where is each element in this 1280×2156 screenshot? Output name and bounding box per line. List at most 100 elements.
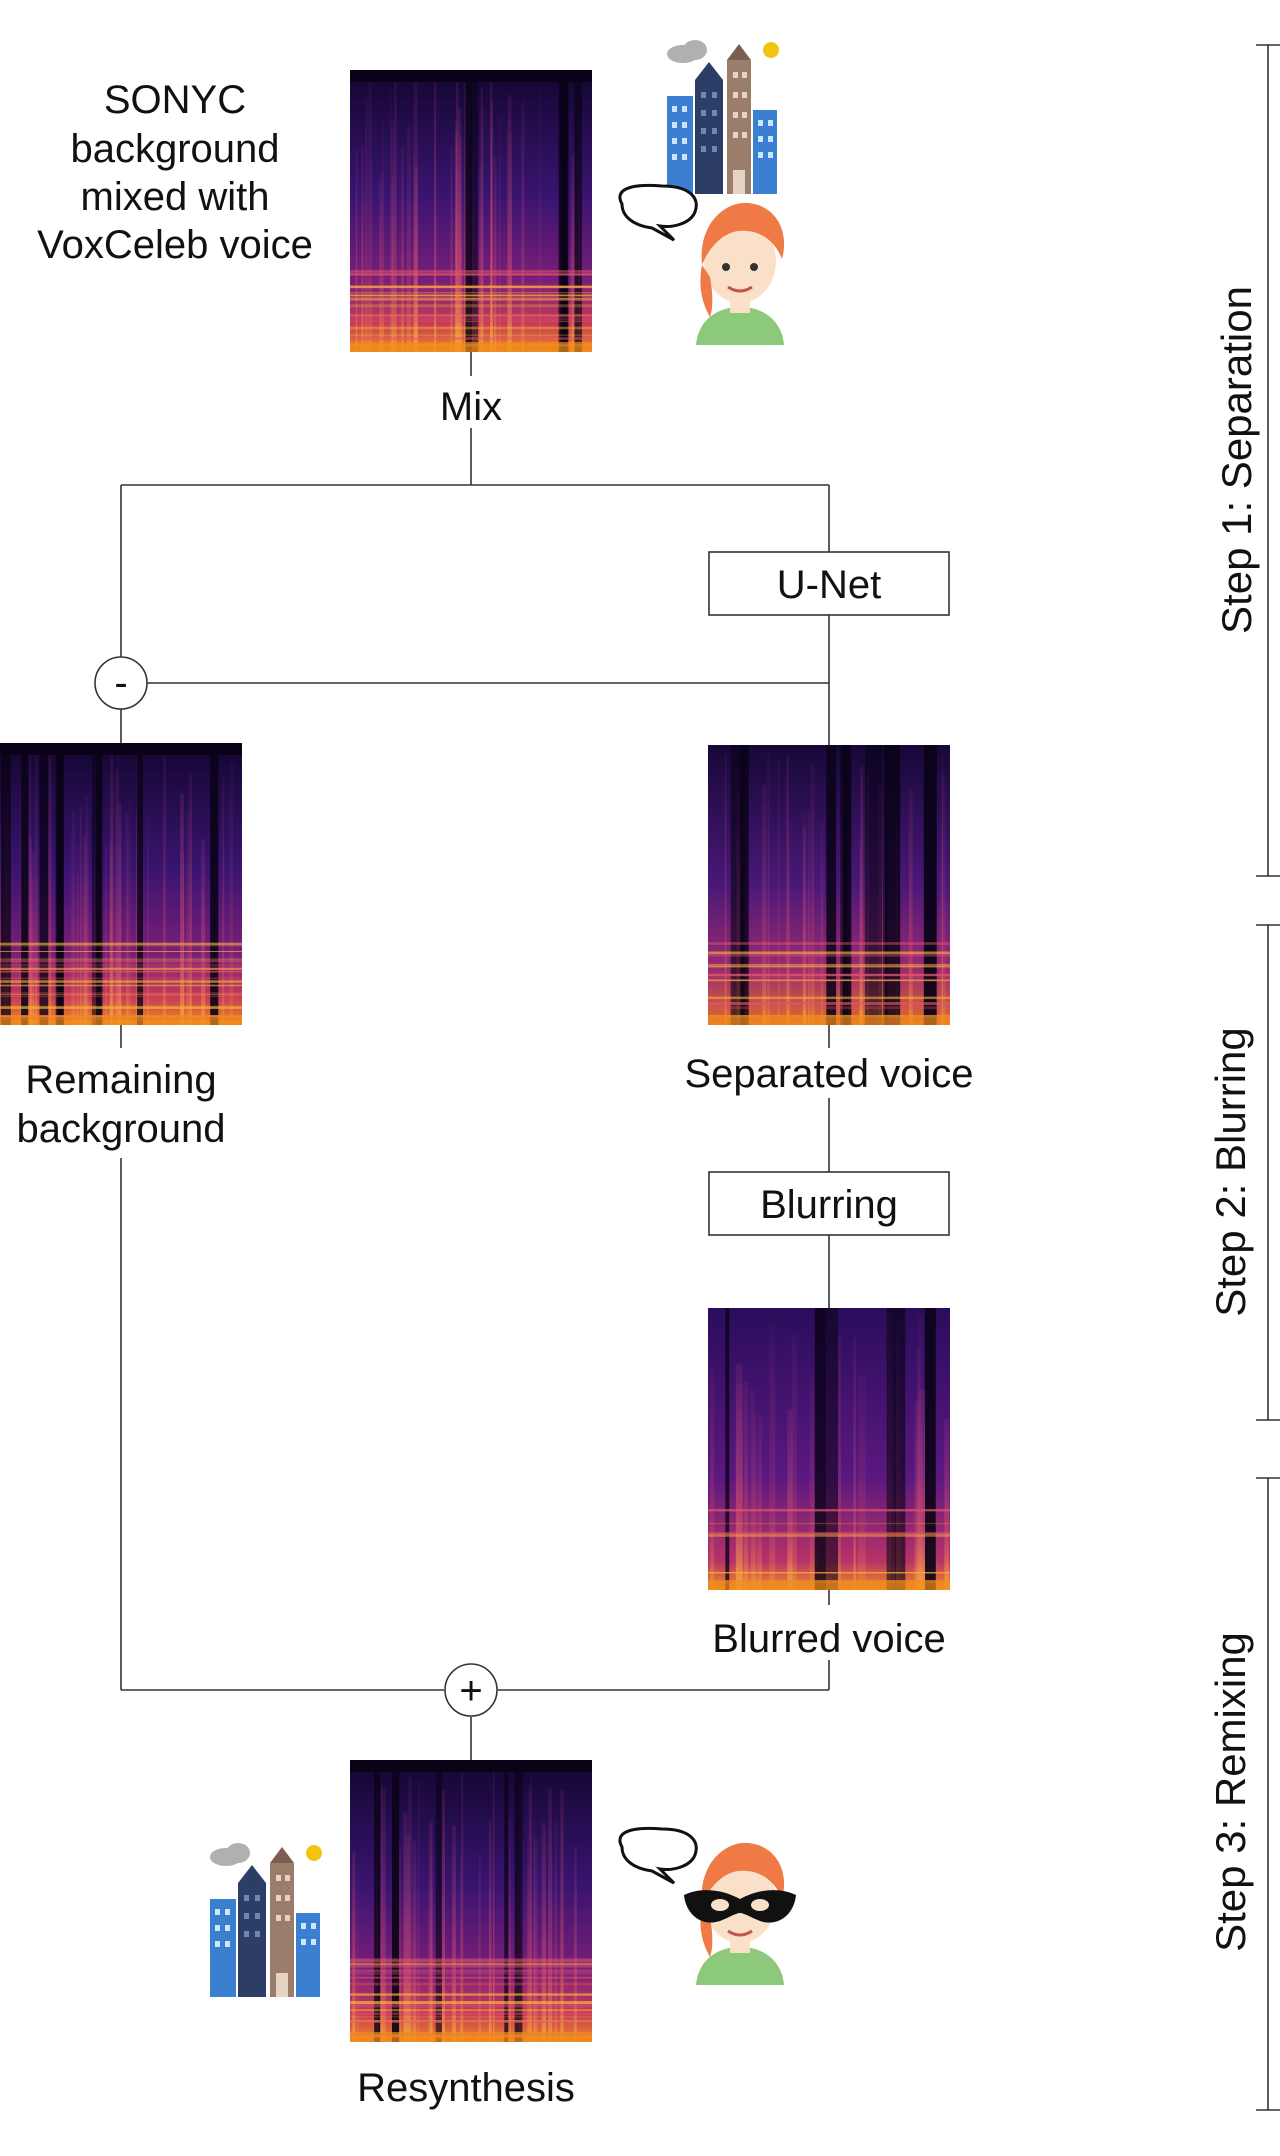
spectrogram-gap (21, 743, 29, 1025)
spectrogram-band (708, 979, 950, 982)
spectrogram-band (0, 968, 242, 971)
speech-bubble-icon (618, 183, 698, 242)
spectrogram-streak (538, 88, 541, 352)
spectrogram-gap (136, 743, 143, 1025)
spectrogram-band (0, 943, 242, 947)
spectrogram-streak (724, 755, 727, 1025)
separated-spectrogram-streaks (708, 745, 950, 1025)
spectrogram-streak (791, 1333, 797, 1590)
spectrogram-band (350, 337, 592, 340)
spectrogram-band (350, 298, 592, 300)
spectrogram-streak (147, 814, 149, 1025)
spectrogram-streak (434, 79, 437, 352)
spectrogram-band (350, 1969, 592, 1973)
spectrogram-streak (532, 1817, 536, 2042)
spectrogram-band (350, 334, 592, 336)
spectrogram-streak (542, 1823, 546, 2042)
spectrogram-band (0, 967, 242, 971)
spectrogram-band (0, 960, 242, 963)
spectrogram-band (350, 326, 592, 330)
spectrogram-band (708, 1006, 950, 1010)
spectrogram-streak (507, 95, 512, 353)
spectrogram-streak (355, 149, 358, 352)
spectrogram-streak (762, 784, 767, 1025)
spectrogram-streak (752, 1413, 759, 1590)
spectrogram-band (350, 299, 592, 302)
spectrogram-band (350, 304, 592, 308)
spectrogram-streak (750, 1389, 755, 1590)
spectrogram-streak (534, 1838, 538, 2042)
separated-voice-label: Separated voice (684, 1052, 973, 1096)
spectrogram-band (350, 1958, 592, 1960)
spectrogram-band (350, 2009, 592, 2012)
spectrogram-band (350, 338, 592, 340)
spectrogram-gap (814, 1308, 827, 1590)
spectrogram-gap (840, 745, 849, 1025)
spectrogram-band (0, 958, 242, 961)
spectrogram-band (350, 272, 592, 275)
spectrogram-gap (883, 745, 888, 1025)
spectrogram-streak (493, 1767, 495, 2042)
spectrogram-streak (482, 106, 484, 352)
spectrogram-streak (767, 752, 770, 1025)
spectrogram-band (708, 1522, 950, 1525)
spectrogram-band (708, 954, 950, 957)
spectrogram-streak (201, 838, 206, 1025)
spectrogram-gap (923, 745, 937, 1025)
spectrogram-band (0, 996, 242, 997)
spectrogram-gap (865, 745, 882, 1025)
spectrogram-streak (71, 810, 76, 1025)
spectrogram-streak (464, 71, 467, 352)
spectrogram-streak (858, 1375, 866, 1590)
spectrogram-streak (222, 777, 225, 1025)
spectrogram-streak (76, 846, 79, 1025)
spectrogram-streak (758, 1416, 762, 1590)
remaining-background-spectrogram (0, 743, 242, 1025)
spectrogram-streak (735, 1363, 743, 1590)
spectrogram-band (350, 317, 592, 321)
spectrogram-band (350, 1972, 592, 1975)
spectrogram-streak (803, 811, 805, 1025)
spectrogram-band (350, 313, 592, 317)
spectrogram-streak (789, 822, 791, 1025)
spectrogram-band (0, 984, 242, 987)
spectrogram-gap (885, 745, 901, 1025)
spectrogram-streak (530, 1787, 532, 2042)
spectrogram-band (708, 1509, 950, 1512)
spectrogram-streak (403, 1812, 408, 2042)
spectrogram-band (0, 980, 242, 983)
spectrogram-hot-strip (708, 1580, 950, 1590)
resynthesis-label: Resynthesis (357, 2066, 575, 2110)
spectrogram-streak (352, 1853, 354, 2042)
spectrogram-streak (455, 130, 458, 352)
spectrogram-band (0, 942, 242, 945)
spectrogram-band (708, 1002, 950, 1005)
spectrogram-streak (478, 165, 482, 352)
spectrogram-gap (886, 1308, 896, 1590)
spectrogram-streak (406, 1834, 410, 2042)
spectrogram-streak (401, 147, 404, 352)
spectrogram-streak (914, 1400, 920, 1590)
spectrogram-streak (507, 126, 509, 352)
minus-operator: - (94, 656, 148, 710)
spectrogram-gap (725, 1308, 730, 1590)
spectrogram-band (708, 996, 950, 1000)
spectrogram-streak (460, 1856, 462, 2042)
spectrogram-streak (85, 795, 89, 1025)
spectrogram-streak (554, 1818, 558, 2042)
spectrogram-band (350, 297, 592, 301)
plus-symbol: + (459, 1669, 482, 1713)
spectrogram-streak (418, 1777, 420, 2042)
title-line-4: VoxCeleb voice (37, 223, 313, 267)
spectrogram-streak (29, 749, 32, 1025)
spectrogram-streak (541, 1812, 543, 2042)
unet-label: U-Net (777, 563, 881, 607)
spectrogram-band (708, 974, 950, 977)
spectrogram-band (0, 971, 242, 973)
spectrogram-streak (490, 80, 493, 352)
spectrogram-streak (499, 115, 501, 352)
spectrogram-streak (382, 120, 385, 352)
city-icon-bottom (210, 1843, 322, 1997)
spectrogram-streak (162, 744, 166, 1025)
spectrogram-streak (488, 1821, 492, 2042)
